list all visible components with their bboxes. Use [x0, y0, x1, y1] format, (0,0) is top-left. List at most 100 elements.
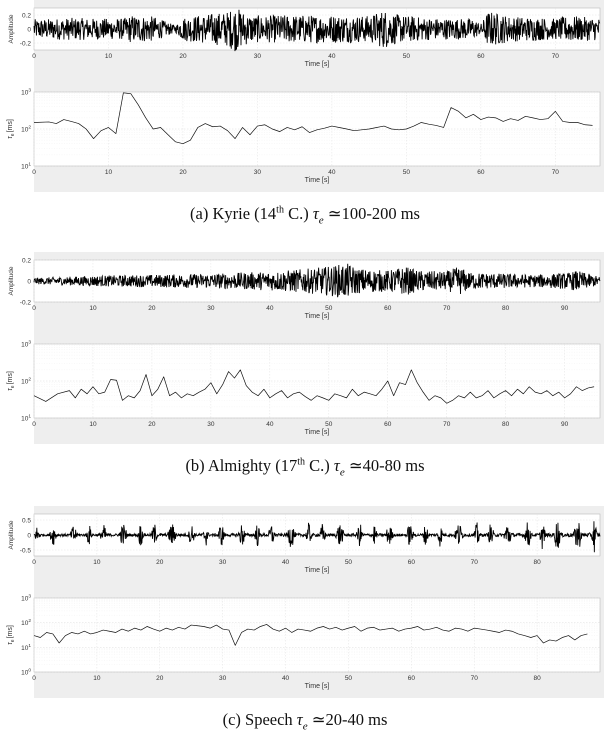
tau-tick-label-x: 40 [266, 421, 274, 428]
amplitude-tick-label-x: 60 [384, 305, 392, 312]
amplitude-tick-label-x: 70 [552, 53, 560, 60]
amplitude-tick-label-y: 0 [27, 27, 31, 34]
amplitude-waveform [33, 263, 601, 298]
amplitude-ylabel: Amplitude [8, 14, 15, 43]
tau-tick-label-x: 0 [32, 421, 36, 428]
tau-tick-label-y: 101 [21, 414, 31, 423]
tau-tick-label-x: 50 [345, 675, 353, 682]
amplitude-tick-label-x: 50 [345, 559, 353, 566]
caption-a-tau: τ [312, 204, 319, 223]
caption-a-sup: th [276, 204, 284, 216]
tau-tick-label-y: 102 [21, 125, 31, 134]
tau-xlabel: Time [s] [305, 177, 330, 184]
tau-tick-label-x: 70 [552, 169, 560, 176]
caption-b-prefix: (b) Almighty (17 [185, 456, 298, 475]
figure-a-panel: 0.2 0 -0.2 0 10 20 30 40 50 60 70 Time [s] Amplitude… [7, 0, 604, 192]
tau-line [33, 92, 593, 145]
tau-ylabel: τe[ms] [7, 119, 16, 139]
amplitude-xlabel: Time [s] [305, 313, 330, 320]
caption-b-tau: τ [333, 456, 340, 475]
tau-tick-label-x: 10 [89, 421, 97, 428]
tau-tick-label-x: 50 [403, 169, 411, 176]
amplitude-tick-label-y: 0.2 [22, 13, 31, 20]
tau-tick-label-x: 60 [477, 169, 485, 176]
tau-tick-label-y: 101 [21, 162, 31, 171]
caption-b-range: ≃40-80 ms [344, 456, 425, 475]
amplitude-ylabel: Amplitude [8, 266, 15, 295]
amplitude-tick-label-x: 20 [148, 305, 156, 312]
amplitude-tick-label-x: 20 [156, 559, 164, 566]
amplitude-tick-label-x: 40 [328, 53, 336, 60]
amplitude-xlabel: Time [s] [305, 567, 330, 574]
tau-axes: 101 102 103 0 10 20 30 40 50 60 70 80 90 Time [s] τe[m… [7, 340, 601, 436]
tau-tick-label-x: 30 [207, 421, 215, 428]
tau-axes: 100 101 102 103 0 10 20 30 40 50 60 70 80 Time [s] τe[… [7, 594, 601, 690]
tau-tick-label-x: 20 [156, 675, 164, 682]
tau-tick-label-x: 10 [93, 675, 101, 682]
amplitude-tick-label-x: 50 [325, 305, 333, 312]
amplitude-tick-label-x: 70 [471, 559, 479, 566]
caption-b-tau-sub: e [339, 466, 345, 479]
caption-a-range: ≃100-200 ms [323, 204, 420, 223]
tau-tick-label-y: 100 [21, 668, 31, 677]
amplitude-ylabel: Amplitude [8, 520, 15, 549]
tau-tick-label-y: 102 [21, 377, 31, 386]
amplitude-tick-label-x: 50 [403, 53, 411, 60]
tau-tick-label-x: 60 [408, 675, 416, 682]
caption-c: (c) Speech τe ≃20-40 ms [0, 710, 610, 732]
caption-c-tau-sub: e [302, 720, 308, 733]
amplitude-tick-label-x: 60 [408, 559, 416, 566]
tau-xlabel: Time [s] [305, 429, 330, 436]
amplitude-tick-label-x: 0 [32, 559, 36, 566]
caption-c-range: ≃20-40 ms [307, 710, 388, 729]
tau-tick-label-y: 103 [21, 594, 31, 603]
tau-tick-label-x: 90 [561, 421, 569, 428]
amplitude-tick-label-x: 0 [32, 305, 36, 312]
amplitude-tick-label-x: 30 [207, 305, 215, 312]
amplitude-tick-label-x: 30 [254, 53, 262, 60]
tau-tick-label-y: 103 [21, 88, 31, 97]
tau-xlabel: Time [s] [305, 683, 330, 690]
tau-tick-label-x: 70 [443, 421, 451, 428]
tau-tick-label-x: 20 [148, 421, 156, 428]
caption-b-mid: C.) [305, 456, 334, 475]
amplitude-tick-label-x: 70 [443, 305, 451, 312]
amplitude-tick-label-y: -0.2 [20, 41, 32, 48]
amplitude-tick-label-x: 80 [533, 559, 541, 566]
tau-plot-area [33, 597, 601, 673]
amplitude-tick-label-x: 90 [561, 305, 569, 312]
figure-b-panel: 0.2 0 -0.2 0 10 20 30 40 50 60 70 80 90 Time [s] Ampli… [7, 252, 604, 444]
amplitude-tick-label-x: 80 [502, 305, 510, 312]
amplitude-tick-label-x: 10 [93, 559, 101, 566]
amplitude-tick-label-x: 60 [477, 53, 485, 60]
tau-tick-label-x: 60 [384, 421, 392, 428]
amplitude-tick-label-x: 10 [89, 305, 97, 312]
caption-a-prefix: (a) Kyrie (14 [190, 204, 277, 223]
tau-line [33, 369, 595, 404]
caption-c-tau: τ [296, 710, 303, 729]
amplitude-tick-label-x: 30 [219, 559, 227, 566]
amplitude-tick-label-x: 0 [32, 53, 36, 60]
caption-b-sup: th [297, 456, 306, 468]
amplitude-tick-label-x: 40 [282, 559, 290, 566]
amplitude-tick-label-y: -0.2 [20, 300, 32, 307]
amplitude-waveform [33, 9, 601, 52]
tau-tick-label-x: 30 [219, 675, 227, 682]
amplitude-tick-label-y: 0.2 [22, 258, 31, 265]
caption-a-mid: C.) [283, 204, 313, 223]
amplitude-tick-label-y: 0 [27, 279, 31, 286]
tau-tick-label-x: 80 [533, 675, 541, 682]
figure-c-panel: 0.5 0 -0.5 0 10 20 30 40 50 60 70 80 Time [s] Amplitu… [7, 506, 604, 698]
tau-tick-label-x: 50 [325, 421, 333, 428]
caption-c-prefix: (c) Speech [222, 710, 297, 729]
amplitude-tick-label-x: 40 [266, 305, 274, 312]
tau-line [33, 624, 588, 646]
tau-tick-label-x: 0 [32, 675, 36, 682]
amplitude-tick-label-y: -0.5 [20, 548, 32, 555]
caption-b: (b) Almighty (17th C.) τe ≃40-80 ms [0, 456, 610, 478]
tau-tick-label-x: 10 [105, 169, 113, 176]
tau-tick-label-x: 40 [282, 675, 290, 682]
